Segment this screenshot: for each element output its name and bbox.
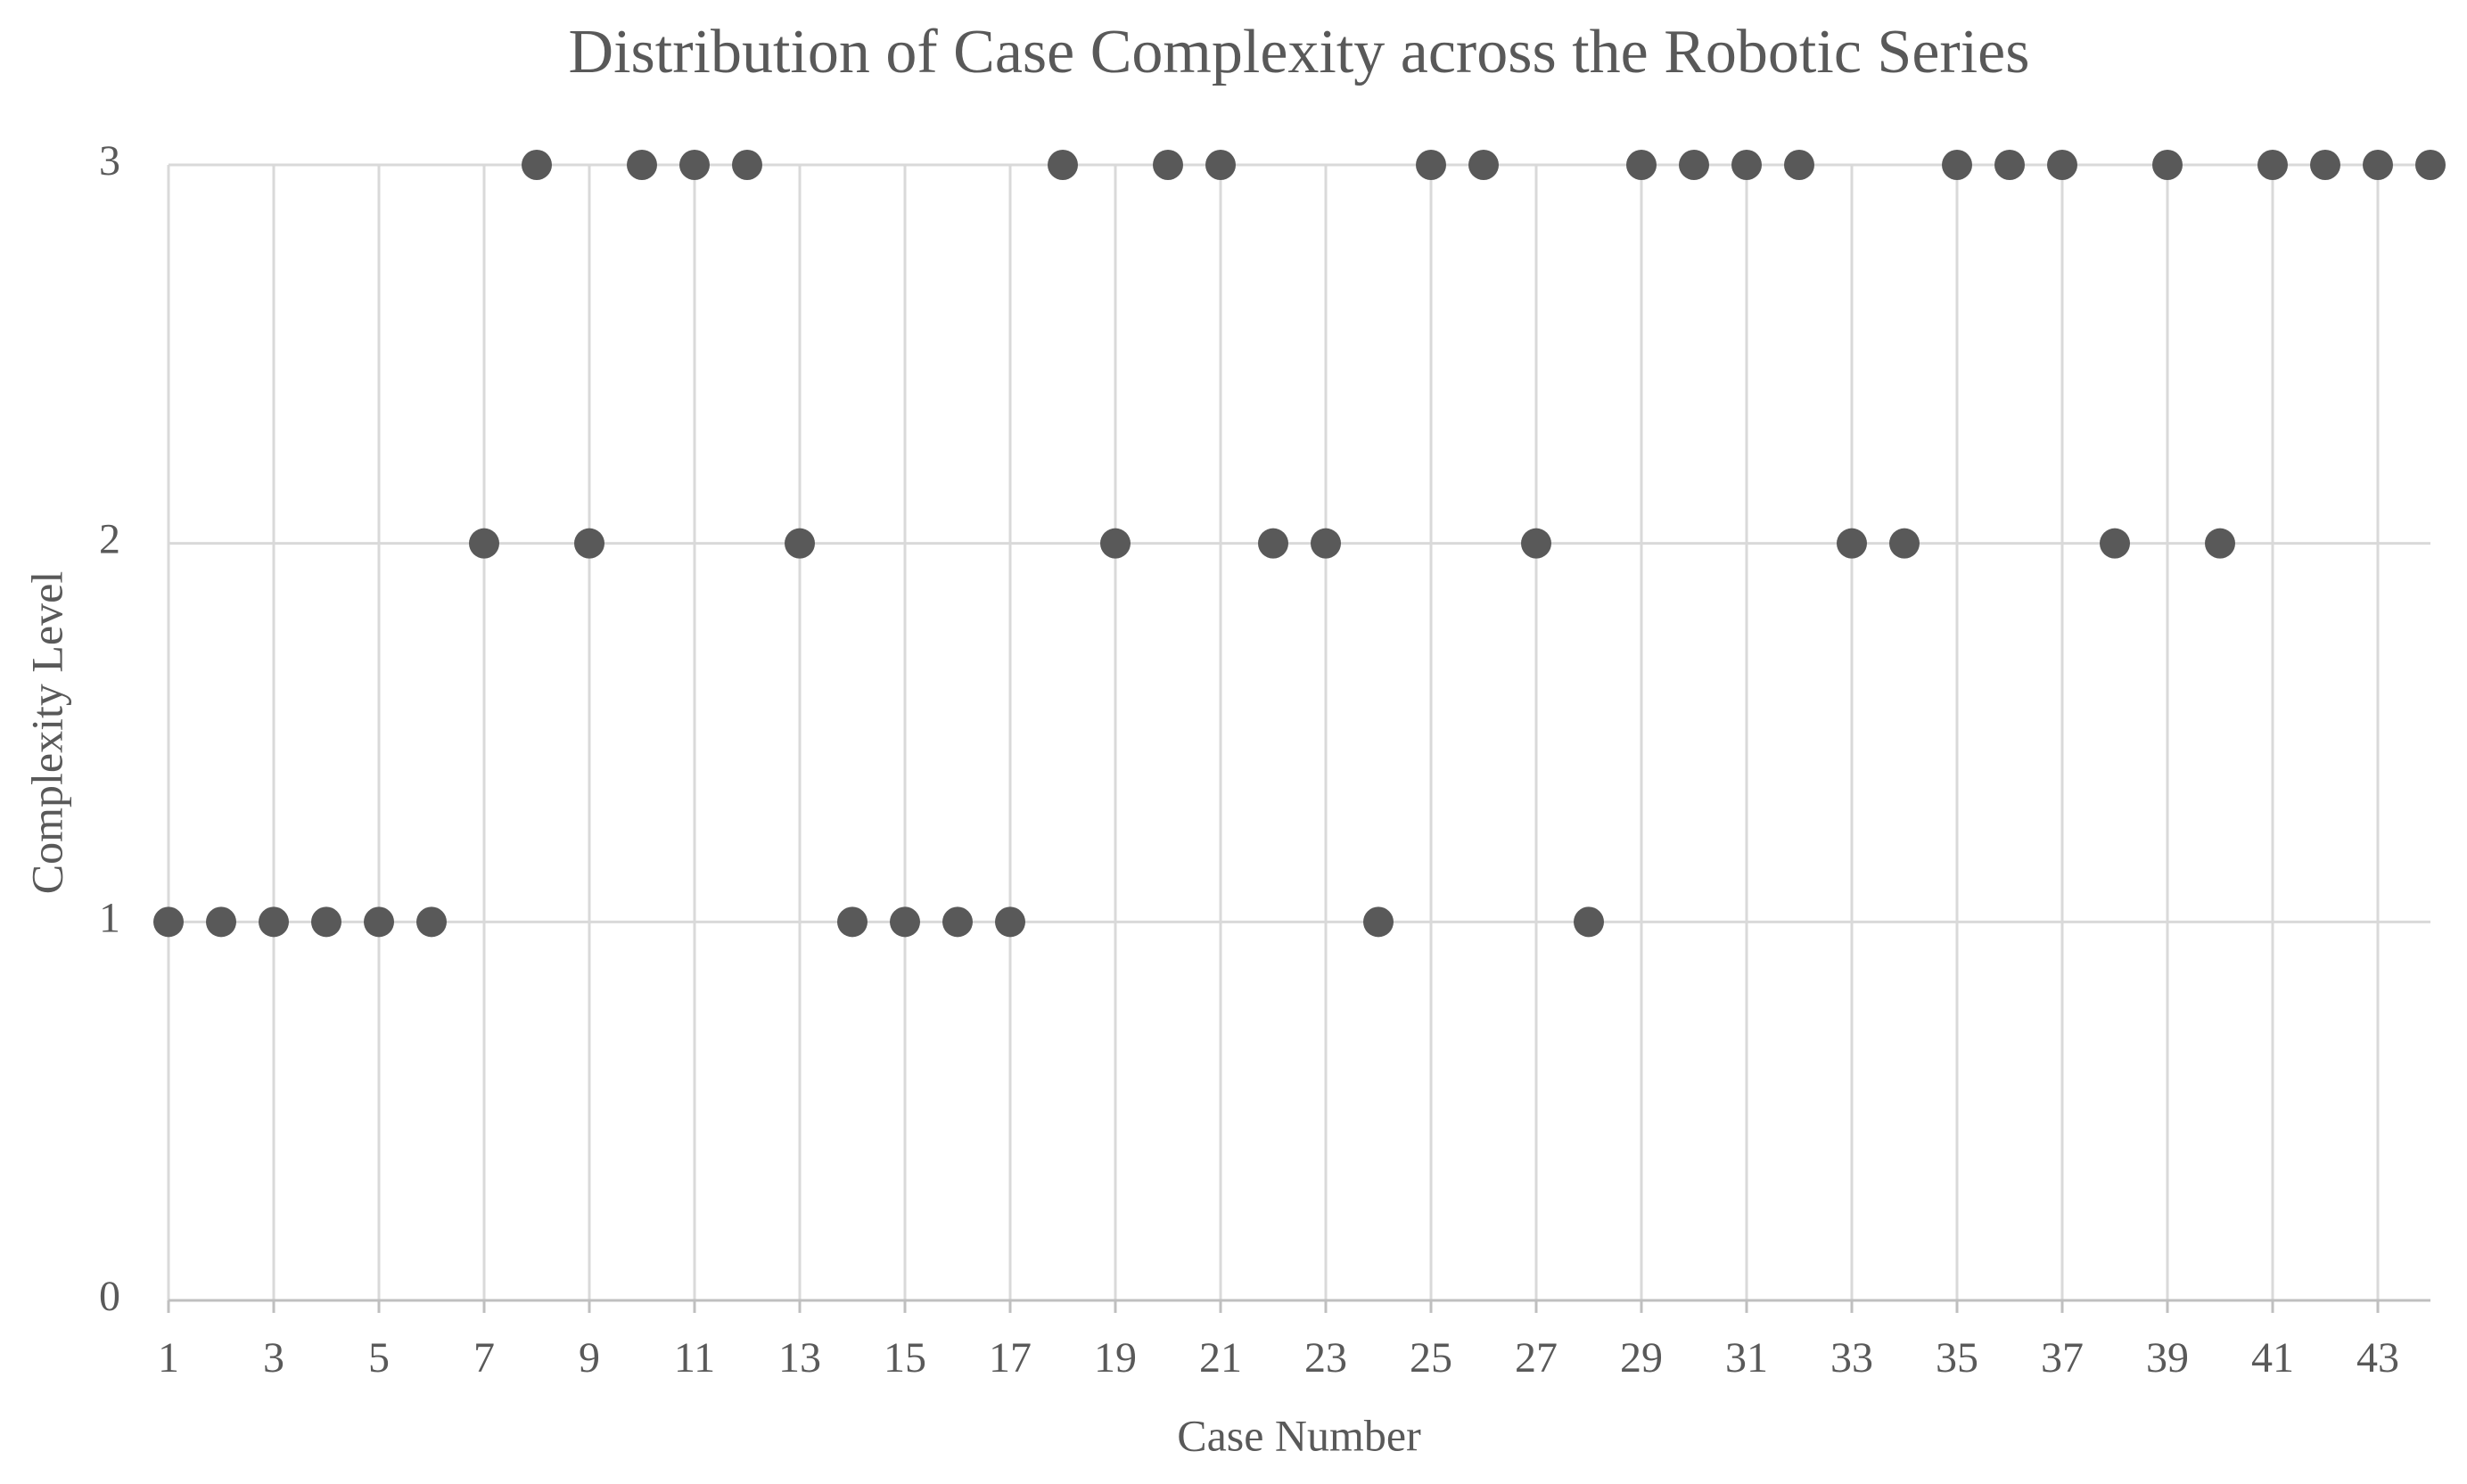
point xyxy=(206,906,236,938)
point xyxy=(2100,528,2130,559)
x-tick-label: 17 xyxy=(989,1334,1032,1382)
point xyxy=(1521,528,1551,559)
point xyxy=(732,150,762,180)
y-tick-label: 0 xyxy=(99,1273,120,1320)
x-tick-label: 15 xyxy=(884,1334,926,1382)
x-tick-label: 23 xyxy=(1304,1334,1347,1382)
point xyxy=(627,150,657,180)
x-tick-label: 27 xyxy=(1515,1334,1558,1382)
x-tick-label: 7 xyxy=(473,1334,495,1382)
point xyxy=(1574,906,1604,938)
x-tick-label: 9 xyxy=(579,1334,600,1382)
x-tick-label: 5 xyxy=(368,1334,390,1382)
point xyxy=(153,906,184,938)
y-tick-label: 3 xyxy=(99,137,120,184)
x-tick-label: 19 xyxy=(1094,1334,1137,1382)
y-axis-title: Complexity Level xyxy=(21,571,71,894)
x-tick-label: 35 xyxy=(1936,1334,1978,1382)
y-tick-label: 1 xyxy=(99,894,120,941)
point xyxy=(2047,150,2077,180)
point xyxy=(942,906,973,938)
point xyxy=(2310,150,2340,180)
x-tick-label: 37 xyxy=(2041,1334,2084,1382)
point xyxy=(469,528,499,559)
x-tick-label: 31 xyxy=(1725,1334,1768,1382)
point xyxy=(574,528,604,559)
x-tick-label: 11 xyxy=(674,1334,715,1382)
x-tick-label: 25 xyxy=(1410,1334,1452,1382)
point xyxy=(1048,150,1078,180)
point xyxy=(1205,150,1236,180)
point xyxy=(1468,150,1499,180)
point xyxy=(837,906,868,938)
point xyxy=(1994,150,2025,180)
point xyxy=(1153,150,1183,180)
point xyxy=(1626,150,1657,180)
point xyxy=(679,150,710,180)
point xyxy=(416,906,447,938)
x-tick-label: 21 xyxy=(1199,1334,1242,1382)
x-tick-label: 41 xyxy=(2251,1334,2294,1382)
x-tick-label: 33 xyxy=(1830,1334,1873,1382)
x-axis-title: Case Number xyxy=(1177,1410,1421,1460)
point xyxy=(2152,150,2183,180)
point xyxy=(522,150,552,180)
x-tick-label: 13 xyxy=(778,1334,821,1382)
point xyxy=(890,906,920,938)
x-tick-label: 3 xyxy=(263,1334,284,1382)
point xyxy=(1784,150,1814,180)
point xyxy=(1679,150,1709,180)
point xyxy=(995,906,1025,938)
point xyxy=(1100,528,1131,559)
point xyxy=(1942,150,1972,180)
point xyxy=(311,906,341,938)
x-tick-label: 39 xyxy=(2146,1334,2189,1382)
point xyxy=(364,906,394,938)
point xyxy=(2257,150,2288,180)
point xyxy=(1731,150,1762,180)
point xyxy=(1311,528,1341,559)
x-tick-label: 43 xyxy=(2356,1334,2399,1382)
point xyxy=(1837,528,1867,559)
point xyxy=(1889,528,1920,559)
x-tick-label: 1 xyxy=(158,1334,179,1382)
point xyxy=(2205,528,2235,559)
point xyxy=(1363,906,1394,938)
y-tick-label: 2 xyxy=(99,516,120,563)
chart-title: Distribution of Case Complexity across t… xyxy=(569,18,2030,86)
point xyxy=(2363,150,2393,180)
point xyxy=(1258,528,1288,559)
point xyxy=(2415,150,2446,180)
point xyxy=(259,906,289,938)
x-tick-label: 29 xyxy=(1620,1334,1663,1382)
point xyxy=(1416,150,1446,180)
point xyxy=(785,528,815,559)
